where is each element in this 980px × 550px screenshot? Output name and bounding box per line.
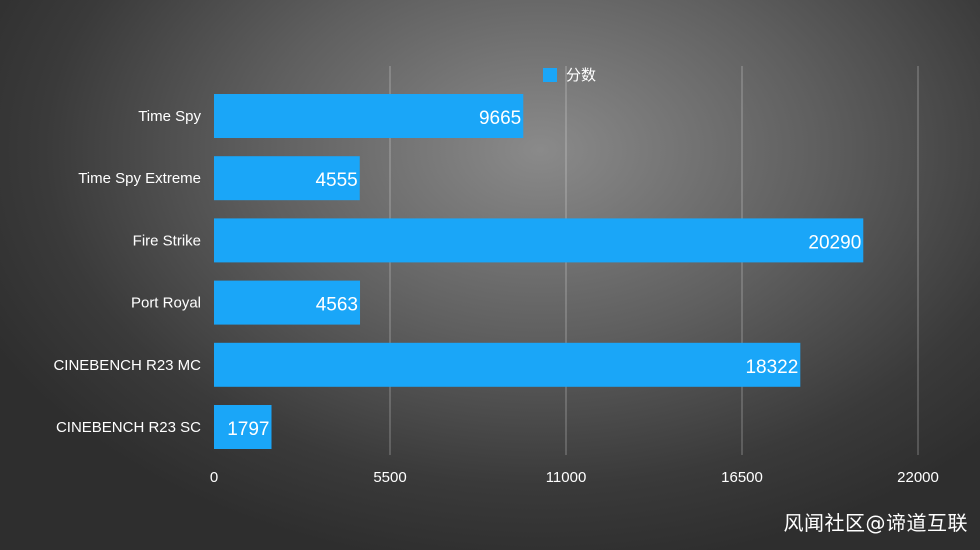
- x-tick-label: 0: [210, 469, 218, 486]
- watermark: 风闻社区@谛道互联: [783, 511, 968, 535]
- x-tick-label: 11000: [546, 469, 587, 486]
- category-label: Port Royal: [131, 295, 201, 312]
- data-label: 9665: [479, 108, 521, 129]
- bar: [214, 342, 801, 387]
- data-label: 4555: [315, 170, 357, 191]
- category-label: Time Spy Extreme: [78, 170, 201, 187]
- bar: [214, 218, 864, 263]
- x-tick-label: 22000: [897, 469, 939, 486]
- category-label: Time Spy: [138, 108, 201, 125]
- bar: [214, 405, 272, 449]
- data-label: 4563: [316, 295, 358, 316]
- category-label: CINEBENCH R23 SC: [56, 419, 201, 436]
- data-label: 1797: [227, 419, 269, 440]
- bar: [214, 280, 361, 325]
- category-label: Fire Strike: [133, 232, 201, 249]
- data-label: 18322: [745, 357, 798, 378]
- data-label: 20290: [808, 232, 861, 253]
- category-label: CINEBENCH R23 MC: [53, 357, 201, 374]
- bar: [214, 94, 524, 138]
- legend-swatch: [543, 67, 557, 82]
- x-tick-label: 5500: [373, 469, 406, 486]
- bar: [214, 156, 360, 201]
- legend: 分数: [543, 64, 596, 85]
- legend-label: 分数: [566, 67, 597, 84]
- x-tick-label: 16500: [721, 469, 763, 486]
